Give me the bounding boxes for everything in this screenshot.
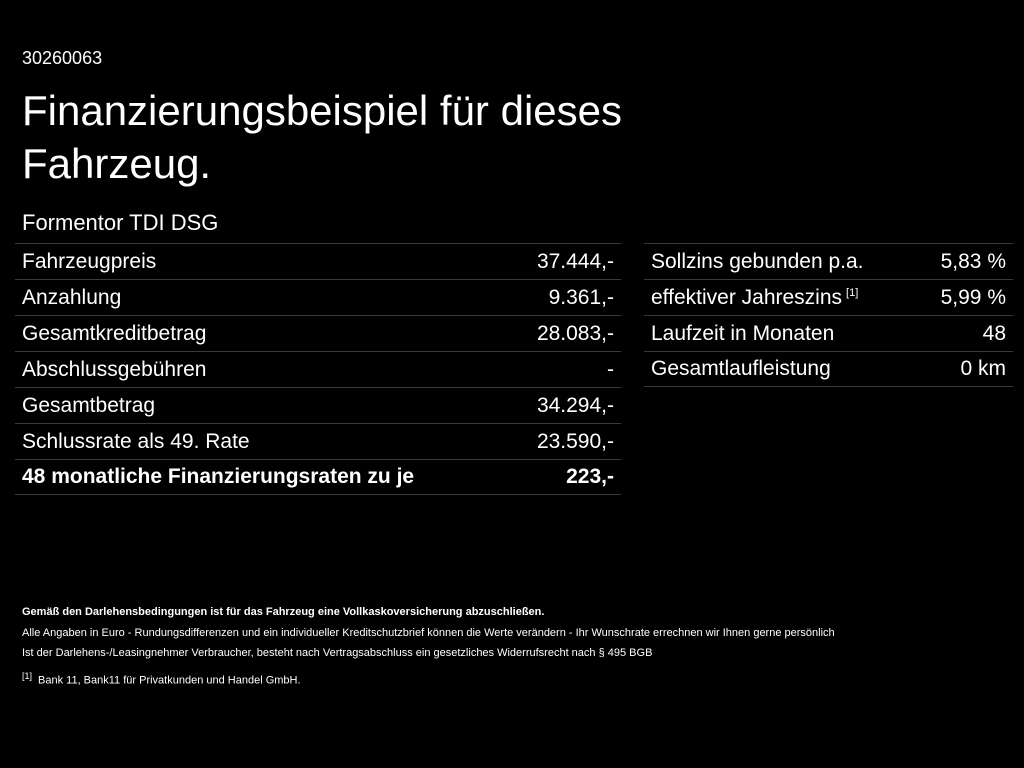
table-row: Anzahlung 9.361,- — [15, 279, 621, 315]
row-value: 37.444,- — [536, 249, 614, 273]
footnote-text: Bank 11, Bank11 für Privatkunden und Han… — [38, 674, 301, 687]
label-text: Gesamtbetrag — [22, 393, 156, 417]
table-row: Schlussrate als 49. Rate 23.590,- — [15, 423, 621, 459]
row-label: Sollzins gebunden p.a. — [651, 250, 864, 274]
row-label: Schlussrate als 49. Rate — [22, 430, 250, 454]
table-row: effektiver Jahreszins [1] 5,99 % — [644, 279, 1013, 315]
row-label: Abschlussgebühren — [22, 358, 206, 382]
label-text: Gesamtkreditbetrag — [22, 321, 207, 345]
row-value: 34.294,- — [536, 393, 614, 417]
label-text: 48 monatliche Finanzierungsraten zu je — [22, 465, 415, 488]
footnote-ref: [1] — [22, 671, 33, 681]
label-text: Fahrzeugpreis — [22, 249, 157, 273]
table-row: Fahrzeugpreis 37.444,- — [15, 243, 621, 279]
table-row: Gesamtkreditbetrag 28.083,- — [15, 315, 621, 351]
row-label: Anzahlung — [22, 286, 121, 310]
row-label: 48 monatliche Finanzierungsraten zu je — [22, 465, 414, 489]
row-value: - — [607, 357, 614, 381]
row-label: Gesamtkreditbetrag — [22, 322, 206, 346]
table-row: 48 monatliche Finanzierungsraten zu je 22… — [15, 459, 621, 495]
table-row: Abschlussgebühren - — [15, 351, 621, 387]
table-row: Gesamtlaufleistung 0 km — [644, 351, 1013, 387]
label-text: Gesamtlaufleistung — [651, 357, 831, 380]
row-value: 5,99 % — [940, 285, 1006, 309]
footnote: [1] Bank 11, Bank11 für Privatkunden und … — [22, 671, 301, 687]
right-table: Sollzins gebunden p.a. 5,83 % effektiver J… — [644, 243, 1013, 387]
table-row: Gesamtbetrag 34.294,- — [15, 387, 621, 423]
row-label: Laufzeit in Monaten — [651, 322, 834, 346]
row-label: Gesamtbetrag — [22, 394, 155, 418]
label-text: Abschlussgebühren — [22, 357, 207, 381]
row-value: 223,- — [566, 465, 614, 488]
note-line: Alle Angaben in Euro - Rundungsdifferenz… — [22, 627, 835, 639]
row-label: Fahrzeugpreis — [22, 250, 156, 274]
row-value: 5,83 % — [940, 249, 1006, 273]
model: Formentor TDI DSG — [22, 210, 219, 235]
vehicle-id: 30260063 — [22, 48, 103, 68]
label-text: Sollzins gebunden p.a. — [651, 249, 864, 273]
table-row: Laufzeit in Monaten 48 — [644, 315, 1013, 351]
note-line: Ist der Darlehens-/Leasingnehmer Verbrau… — [22, 647, 653, 659]
row-label: effektiver Jahreszins [1] — [651, 286, 858, 310]
label-text: Anzahlung — [22, 285, 122, 309]
row-label: Gesamtlaufleistung — [651, 357, 831, 381]
label-text: Schlussrate als 49. Rate — [22, 429, 250, 453]
label-text: effektiver Jahreszins — [651, 285, 843, 309]
left-table: Fahrzeugpreis 37.444,- Anzahlung 9.361,- Ges… — [15, 243, 621, 495]
row-value: 9.361,- — [548, 285, 614, 309]
row-value: 23.590,- — [536, 429, 614, 453]
title: Finanzierungsbeispiel für dieses Fahrzeu… — [22, 87, 622, 187]
row-value: 0 km — [960, 357, 1006, 380]
label-text: Laufzeit in Monaten — [651, 321, 835, 345]
footnote-ref: [1] — [846, 286, 859, 299]
row-value: 48 — [982, 321, 1006, 345]
insurance-note: Gemäß den Darlehensbedingungen ist für d… — [22, 606, 545, 618]
row-value: 28.083,- — [536, 321, 614, 345]
table-row: Sollzins gebunden p.a. 5,83 % — [644, 243, 1013, 279]
